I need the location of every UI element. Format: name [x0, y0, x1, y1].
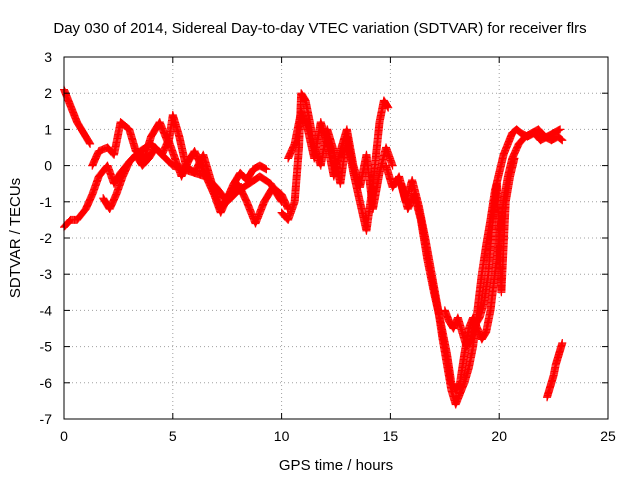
data-point — [557, 135, 566, 144]
y-tick-label: 0 — [44, 158, 52, 174]
x-axis-title: GPS time / hours — [279, 457, 393, 474]
x-tick-label: 25 — [600, 428, 616, 444]
data-point — [555, 126, 564, 135]
y-tick-label: 1 — [44, 121, 52, 137]
data-series-4 — [99, 136, 271, 217]
data-point — [86, 139, 95, 148]
y-tick-label: -7 — [40, 411, 53, 427]
y-tick-label: -4 — [40, 302, 53, 318]
data-point — [556, 134, 565, 143]
y-tick-label: -2 — [40, 230, 53, 246]
x-tick-label: 15 — [383, 428, 399, 444]
data-point — [510, 154, 519, 163]
data-series-1 — [60, 85, 95, 148]
x-tick-label: 20 — [491, 428, 507, 444]
axis-ticks — [63, 56, 609, 420]
data-point — [556, 125, 565, 134]
y-tick-label: -3 — [40, 266, 53, 282]
data-point — [558, 338, 567, 347]
y-tick-label: 2 — [44, 85, 52, 101]
chart-title: Day 030 of 2014, Sidereal Day-to-day VTE… — [53, 20, 586, 37]
y-tick-label: -5 — [40, 339, 53, 355]
data-point — [384, 103, 393, 112]
data-point — [262, 165, 271, 174]
data-series-9 — [440, 154, 519, 351]
x-tick-labels: 0 5 10 15 20 25 — [60, 428, 616, 444]
x-tick-label: 0 — [60, 428, 68, 444]
data-point — [383, 102, 392, 111]
y-tick-label: -1 — [40, 194, 53, 210]
data-series-10 — [543, 338, 567, 402]
data-point — [85, 138, 94, 147]
data-point — [261, 164, 270, 173]
y-tick-label: 3 — [44, 49, 52, 65]
data-series-6 — [284, 107, 397, 214]
data-points — [60, 85, 567, 409]
grid-lines — [64, 57, 608, 419]
y-tick-labels: -7 -6 -5 -4 -3 -2 -1 0 1 2 3 — [40, 49, 53, 427]
y-axis-title: SDTVAR / TECUs — [7, 178, 24, 298]
data-series-7 — [382, 125, 565, 409]
x-tick-label: 10 — [274, 428, 290, 444]
x-tick-label: 5 — [169, 428, 177, 444]
y-tick-label: -6 — [40, 375, 53, 391]
data-point — [558, 136, 567, 145]
